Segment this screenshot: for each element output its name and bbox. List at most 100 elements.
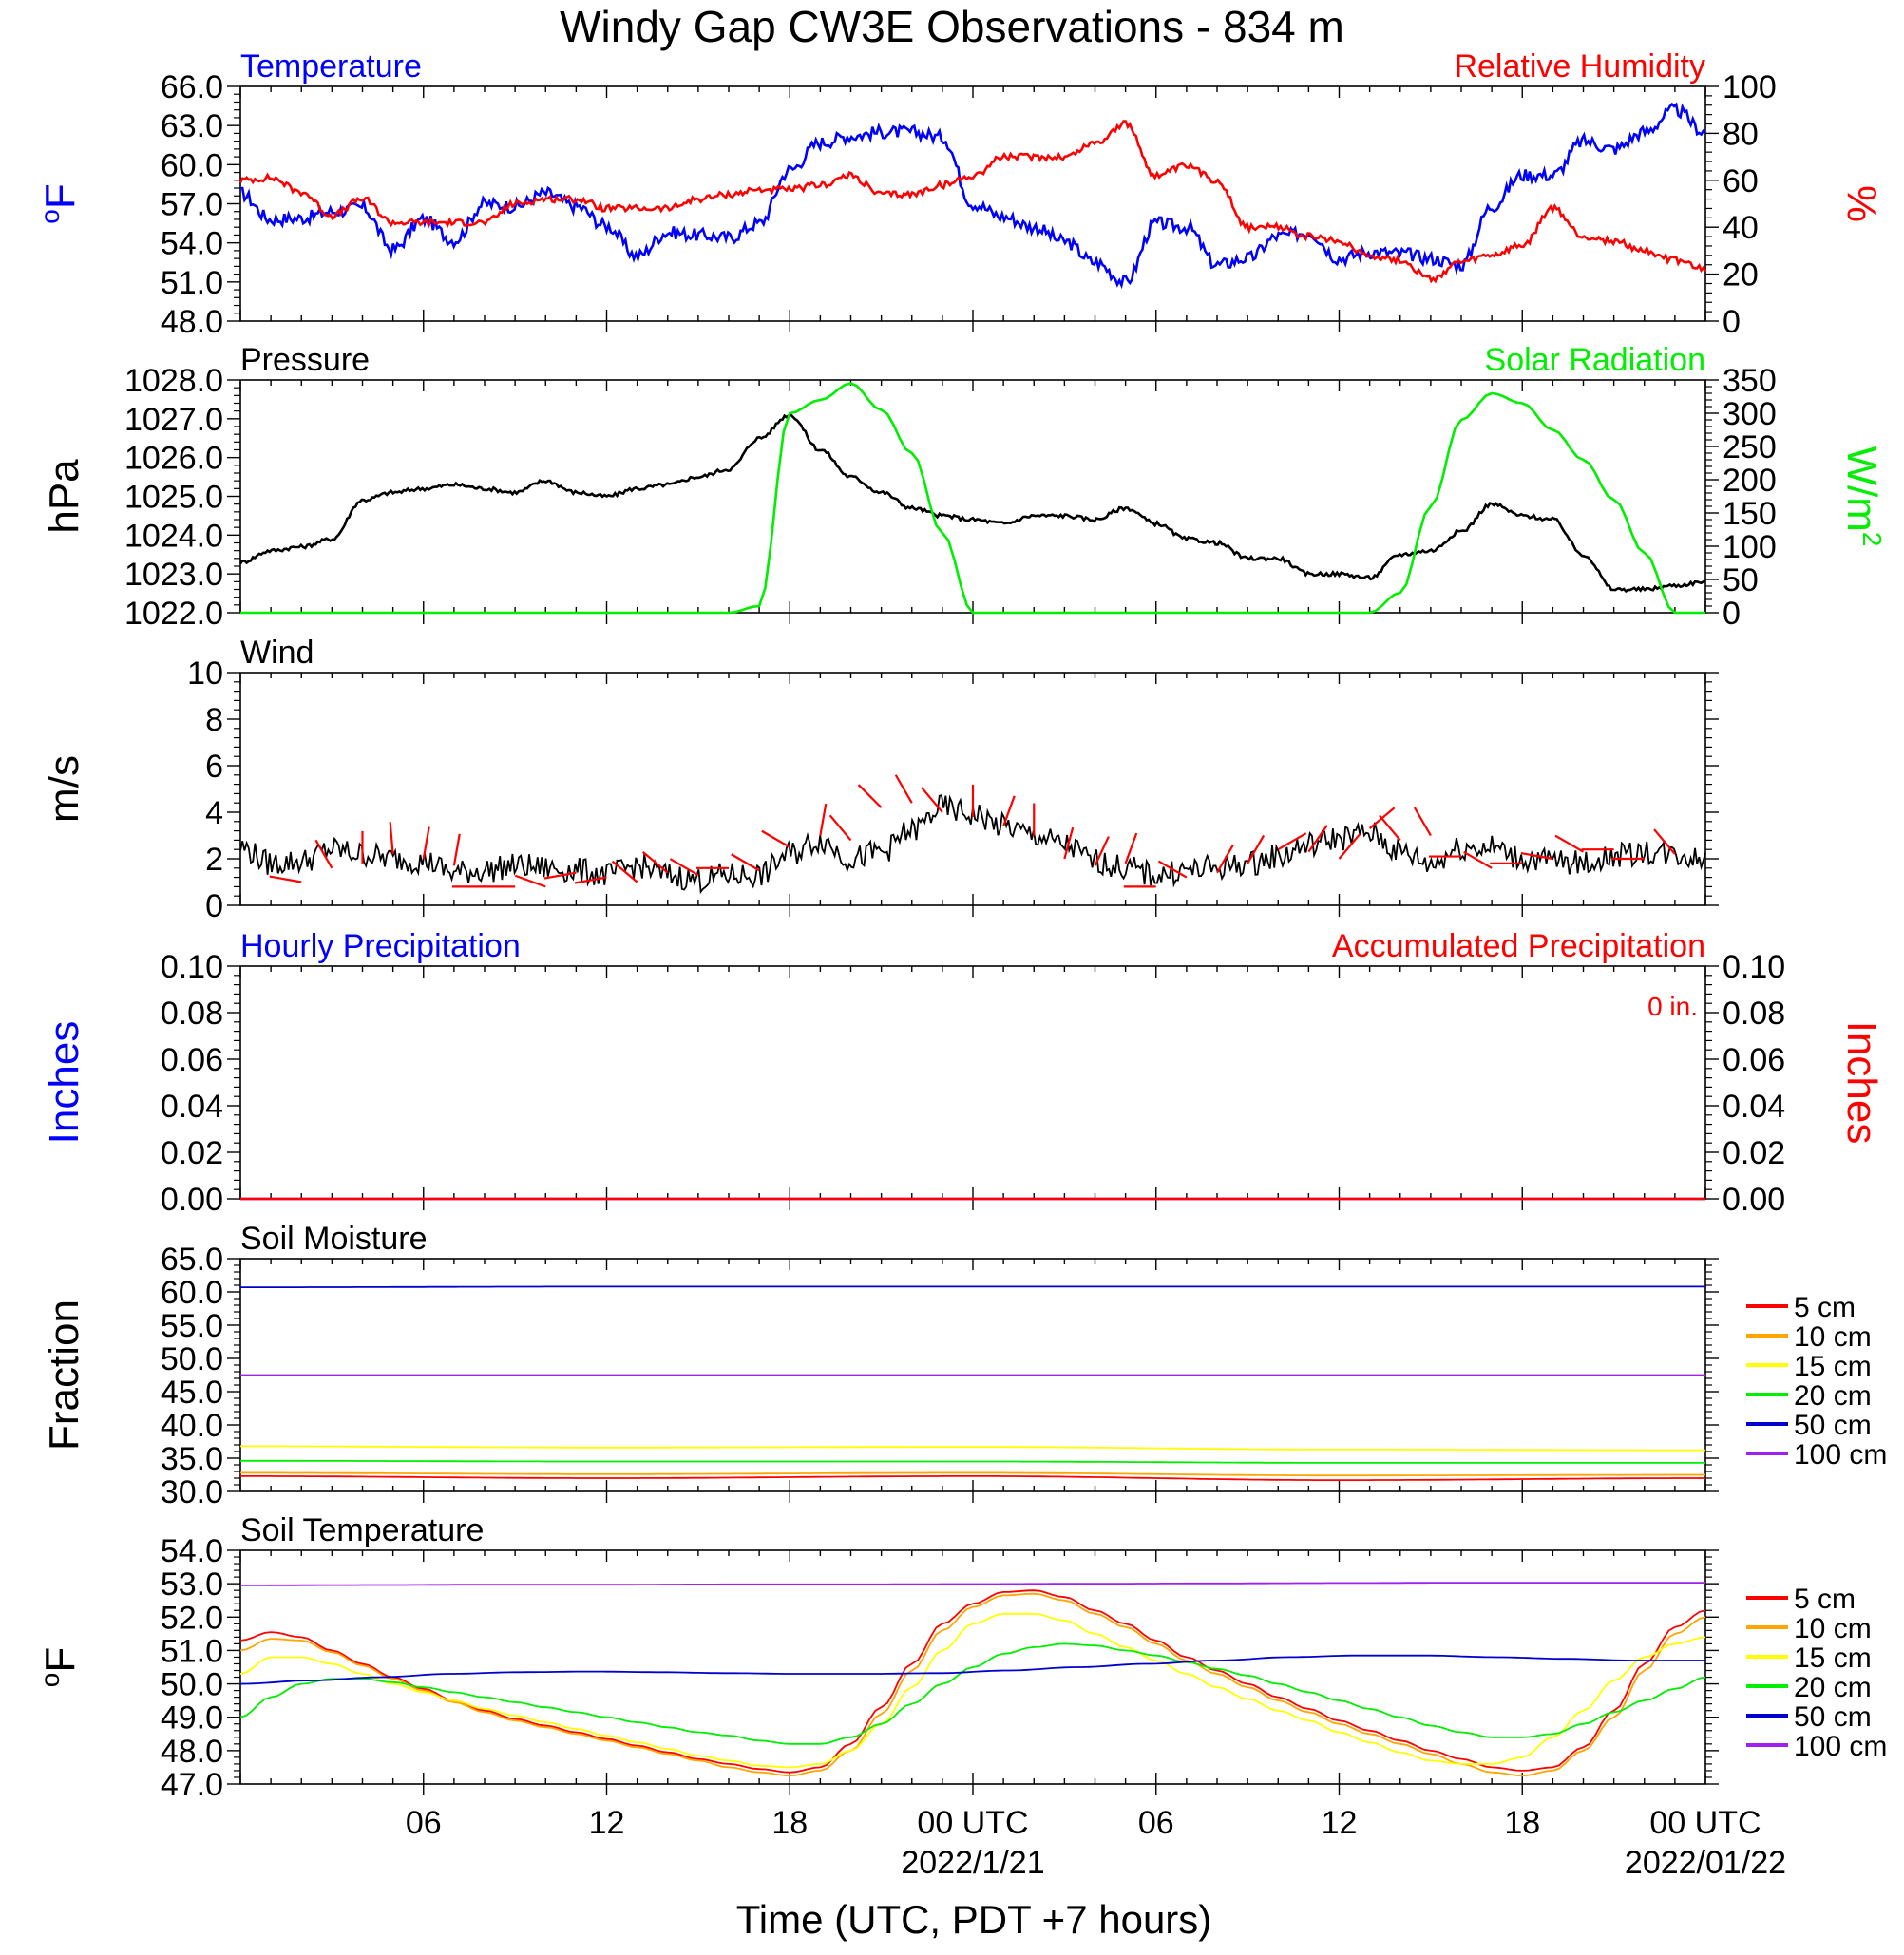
- wind-barb: [422, 826, 430, 860]
- y-tick-label: 54.0: [161, 226, 223, 262]
- wind-barb: [269, 875, 302, 883]
- y-tick-label: 60.0: [161, 147, 223, 183]
- y2-tick-label: 50: [1723, 562, 1759, 598]
- wind-barb: [894, 774, 913, 804]
- wind-barb: [641, 851, 669, 874]
- degree-sup: o: [35, 209, 65, 224]
- y2-tick-label: 0: [1723, 596, 1741, 632]
- y-axis-label: Fraction: [41, 1300, 87, 1451]
- wind-barb: [543, 871, 577, 880]
- y2-tick-label: 250: [1723, 429, 1777, 465]
- wind-barb: [731, 853, 760, 872]
- accumulated-total: 0 in.: [1647, 992, 1698, 1021]
- y-tick-label: 60.0: [161, 1275, 223, 1311]
- legend-label: 10 cm: [1794, 1321, 1872, 1353]
- series-line-4: [240, 1459, 1705, 1464]
- panel-left-title: Soil Temperature: [240, 1512, 484, 1548]
- x-axis-label: Time (UTC, PDT +7 hours): [736, 1897, 1212, 1942]
- wind-barb: [1277, 832, 1307, 851]
- wind-barb: [1520, 852, 1553, 861]
- x-tick-label: 18: [1504, 1805, 1540, 1841]
- panel-4: 0.10 0.08 0.06 0.04 0.02 0.00 0.10 0.08 0.06 0.04…: [41, 928, 1885, 1218]
- panel-1: 66.063.060.0 57.054.051.048.0 100 80 60 40 20 0…: [35, 48, 1885, 340]
- y-tick-label: 54.0: [161, 1533, 223, 1569]
- figure-title: Windy Gap CW3E Observations - 834 m: [560, 2, 1344, 51]
- x-tick-label: 18: [771, 1805, 808, 1841]
- y2-tick-label: 0: [1723, 304, 1741, 340]
- wind-barb: [1554, 834, 1585, 853]
- y-tick-label: 1023.0: [124, 557, 223, 593]
- panel-3: 10 8 6 4 2 0 Wind m/s: [41, 635, 1719, 924]
- y2-axis-label-sup: 2: [1857, 532, 1887, 547]
- wind-barb: [1124, 832, 1138, 864]
- wind-barb: [452, 833, 461, 866]
- x-tick-label: 06: [406, 1805, 442, 1841]
- x-tick-label: 00 UTC: [1649, 1805, 1761, 1841]
- series-line-3: [240, 1445, 1705, 1452]
- legend-label: 5 cm: [1794, 1584, 1856, 1615]
- legend-label: 100 cm: [1794, 1731, 1887, 1762]
- series-line-1: [239, 102, 1706, 290]
- degree-sup: o: [35, 1673, 65, 1688]
- y-tick-label: 51.0: [161, 1633, 223, 1669]
- y-tick-label: 50.0: [161, 1341, 223, 1377]
- y2-tick-label: 0.02: [1723, 1135, 1785, 1171]
- y2-tick-label: 100: [1723, 529, 1777, 565]
- series-line-3: [239, 1612, 1706, 1769]
- y-tick-label: 0.08: [161, 996, 223, 1032]
- wind-barb: [1002, 795, 1016, 827]
- wind-barb: [1157, 860, 1188, 879]
- y-tick-label: 52.0: [161, 1600, 223, 1636]
- y-tick-label: 45.0: [161, 1375, 223, 1411]
- wind-barb: [921, 787, 943, 813]
- wind-barb: [514, 874, 546, 888]
- panel-left-title: Temperature: [240, 48, 422, 85]
- y2-tick-label: 60: [1723, 163, 1759, 199]
- series-line-6: [240, 1582, 1705, 1586]
- y-tick-label: 63.0: [161, 108, 223, 144]
- x-tick-label: 12: [589, 1805, 625, 1841]
- plot-frame: [239, 965, 1706, 1200]
- y-axis-label: m/s: [41, 755, 87, 823]
- y-tick-label: 49.0: [161, 1700, 223, 1737]
- y-tick-label: 8: [205, 702, 223, 738]
- wind-barb: [1307, 825, 1328, 853]
- y2-axis-label-text: %: [1838, 185, 1885, 222]
- series-line-1: [240, 1475, 1705, 1481]
- y2-tick-label: 0.00: [1723, 1182, 1785, 1218]
- y2-axis-label-text: Inches: [1838, 1021, 1885, 1145]
- y-tick-label: 51.0: [161, 265, 223, 301]
- y-tick-label: 30.0: [161, 1474, 223, 1510]
- y-tick-label: 65.0: [161, 1242, 223, 1278]
- panel-right-title: Relative Humidity: [1454, 48, 1705, 85]
- series-line-2: [239, 1592, 1706, 1777]
- y-tick-label: 48.0: [161, 304, 223, 340]
- legend-label: 10 cm: [1794, 1613, 1872, 1644]
- legend-label: 50 cm: [1794, 1410, 1872, 1441]
- y-tick-label: 50.0: [161, 1667, 223, 1703]
- plot-frame: [239, 85, 1706, 322]
- wind-barb: [1413, 807, 1432, 837]
- y2-tick-label: 300: [1723, 396, 1777, 432]
- wind-barb: [828, 814, 852, 842]
- panel-5: 65.060.055.050.045.040.035.030.0 Soil Moi…: [41, 1221, 1887, 1510]
- date-label: 2022/01/22: [1625, 1845, 1786, 1881]
- y-tick-label: 6: [205, 749, 223, 785]
- wind-barb: [314, 839, 333, 869]
- wind-barb: [1653, 828, 1676, 855]
- y-tick-label: 1026.0: [124, 441, 223, 477]
- y2-tick-label: 150: [1723, 496, 1777, 532]
- y-tick-label: 55.0: [161, 1308, 223, 1344]
- wind-barb: [669, 858, 699, 877]
- y2-axis-label: %: [1838, 185, 1885, 222]
- panel-left-title: Pressure: [240, 342, 370, 378]
- wind-barb: [1247, 834, 1266, 864]
- y-tick-label: 10: [187, 655, 223, 692]
- y-tick-label: 1025.0: [124, 480, 223, 516]
- y2-tick-label: 20: [1723, 257, 1759, 294]
- y-tick-label: 66.0: [161, 69, 223, 105]
- series-line-4: [239, 1642, 1706, 1745]
- wind-barb: [1463, 850, 1493, 869]
- y-tick-label: 0: [205, 888, 223, 924]
- y-tick-label: 4: [205, 795, 223, 831]
